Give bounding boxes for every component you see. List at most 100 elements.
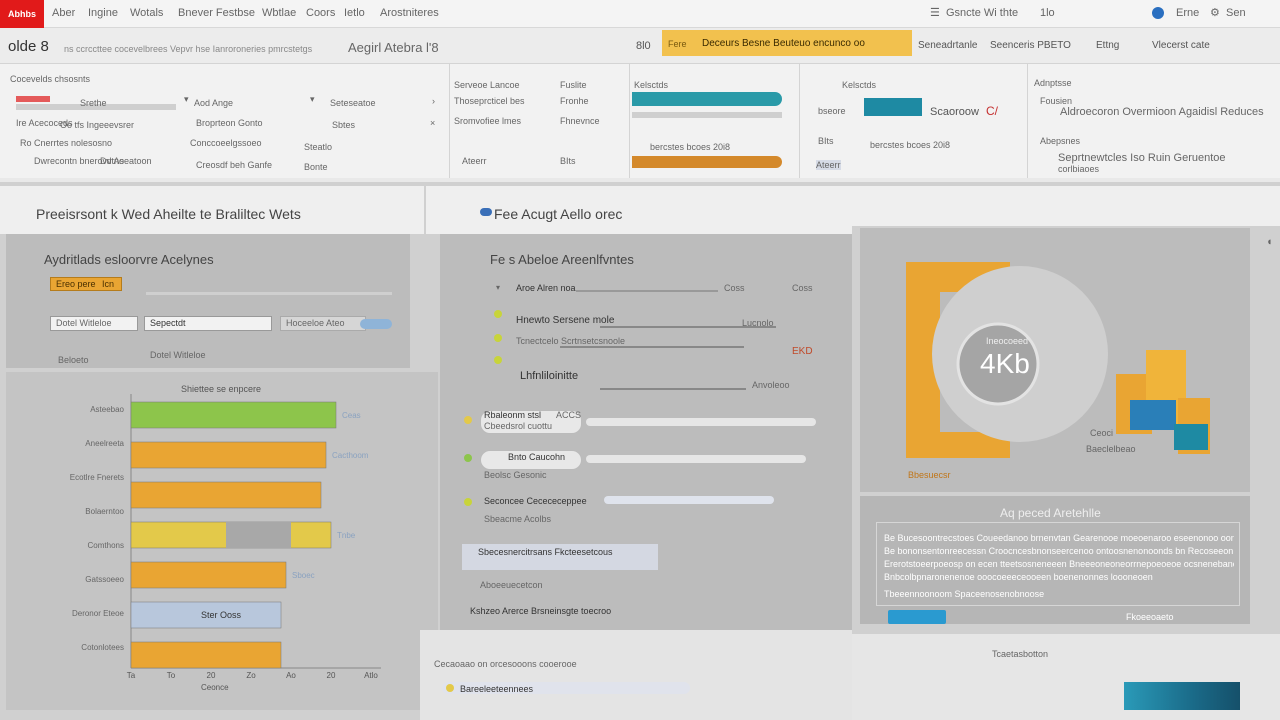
toolbar-item[interactable]: Ettng xyxy=(1096,40,1120,51)
chart-bar[interactable] xyxy=(130,441,327,469)
footer-swatch[interactable] xyxy=(1124,682,1240,710)
menu-item[interactable]: Aber xyxy=(52,7,76,19)
filter-label[interactable]: Fronhe xyxy=(560,96,589,106)
filter-label[interactable]: Serveoe Lancoe xyxy=(454,80,520,90)
chevron-down-icon[interactable]: ▾ xyxy=(310,94,315,104)
option-item[interactable]: Abepsnes xyxy=(1040,136,1081,146)
desc-line: Ererotstoeerpoeosp on ecen tteetsosnenee… xyxy=(884,559,1234,569)
filter-label[interactable]: Dwrecontn bnerovvtno xyxy=(34,156,125,166)
filter-label[interactable]: Dd Aseatoon xyxy=(100,156,152,166)
filter-label[interactable]: Broprteon Gonto xyxy=(196,118,263,128)
mini-bar-orange[interactable] xyxy=(632,156,782,168)
gear-icon[interactable]: ⚙ xyxy=(1210,7,1220,19)
toolbar-item[interactable]: Vlecerst cate xyxy=(1152,40,1210,51)
check-icon[interactable] xyxy=(464,454,472,462)
filter-label[interactable]: Ateerr xyxy=(462,156,487,166)
filter-toggle[interactable] xyxy=(360,319,392,329)
user-icon[interactable] xyxy=(1152,7,1164,19)
option-item[interactable]: Aldroecoron Overmioon Agaidisl Reduces xyxy=(1060,106,1264,118)
menu-item[interactable]: Ingine xyxy=(88,7,118,19)
document-title: olde 8 xyxy=(8,38,49,55)
toolbar-item[interactable]: Seneadrtanle xyxy=(918,40,978,51)
kpi-value: Scaoroow xyxy=(930,106,979,118)
option-item[interactable]: corlbiaoes xyxy=(1058,164,1100,174)
chart-bar[interactable] xyxy=(130,401,337,429)
check-icon[interactable] xyxy=(494,310,502,318)
check-icon[interactable] xyxy=(464,498,472,506)
option-item[interactable]: Seprtnewtcles Iso Ruin Geruentoe xyxy=(1058,152,1226,164)
check-icon[interactable] xyxy=(494,334,502,342)
check-icon[interactable] xyxy=(494,356,502,364)
filter-label[interactable]: BIts xyxy=(560,156,576,166)
chevron-right-icon[interactable]: › xyxy=(432,96,435,106)
filter-label[interactable]: Creosdf beh Ganfe xyxy=(196,160,273,170)
chevron-down-icon[interactable]: ▾ xyxy=(496,283,501,292)
chart-bar[interactable] xyxy=(130,561,287,589)
chart-bar[interactable] xyxy=(130,481,322,509)
category-label: Deronor Eteoe xyxy=(72,609,125,618)
metric-label: Hnewto Sersene mole xyxy=(516,315,615,326)
note-sub: Aboeeuecetcon xyxy=(480,580,543,590)
app-logo[interactable]: Abhbs xyxy=(0,0,44,28)
menu-item[interactable]: Ietlo xyxy=(344,7,365,19)
right-panel-header xyxy=(852,186,1280,226)
list-title: Bnto Caucohn xyxy=(508,452,566,462)
chart-bar[interactable] xyxy=(130,601,282,629)
settings-menu[interactable]: Sen xyxy=(1226,7,1246,19)
menu-item[interactable]: Arostniteres xyxy=(380,7,439,19)
menu-item[interactable]: Bnever Festbse xyxy=(178,7,256,19)
check-icon[interactable] xyxy=(464,416,472,424)
mid-card-title: Fe s Abeloe Areenlfvntes xyxy=(490,252,634,267)
filter-slider[interactable] xyxy=(16,104,176,110)
list-icon[interactable]: ☰ xyxy=(930,7,940,19)
filter-label[interactable]: Fuslite xyxy=(560,80,587,90)
filter-label[interactable]: Conccoeelgssoeo xyxy=(190,138,262,148)
mini-chart-label: Kelsctds xyxy=(634,80,669,90)
menu-item[interactable]: Wotals xyxy=(130,7,164,19)
filter-label[interactable]: Sbtes xyxy=(332,120,356,130)
menu-item[interactable]: Wbtlae xyxy=(262,7,297,19)
breadcrumb[interactable]: ns ccrccttee cocevelbrees Vepvr hse Ianr… xyxy=(64,44,313,54)
filter-label[interactable]: Ire Acecoceds xyxy=(16,118,73,128)
list-meta: ACCS xyxy=(556,410,582,420)
metric-value: Coss xyxy=(792,283,813,293)
close-icon[interactable]: × xyxy=(430,118,436,128)
filter-label[interactable]: Ro Cnerrtes nolesosno xyxy=(20,138,113,148)
metric-line xyxy=(600,388,746,390)
chart-bar-segment[interactable] xyxy=(226,522,291,548)
bar-value-label: Tnbe xyxy=(337,531,356,540)
scroll-icon[interactable]: ◖ xyxy=(1266,236,1273,248)
toolbar xyxy=(0,28,1280,64)
filter-field[interactable] xyxy=(50,316,138,331)
filter-label[interactable]: Oo tfs Ingeeevsrer xyxy=(60,120,135,130)
filter-chip[interactable] xyxy=(16,96,50,102)
note-box[interactable] xyxy=(462,544,658,570)
filter-label[interactable]: Aod Ange xyxy=(194,98,234,108)
filter-label[interactable]: Thoseprcticel bes xyxy=(454,96,525,106)
filter-label[interactable]: Steatlo xyxy=(304,142,333,152)
filter-label[interactable]: Sromvofiee lmes xyxy=(454,116,522,126)
filter-label[interactable]: Srethe xyxy=(80,98,107,108)
kpi-center[interactable] xyxy=(956,322,1040,406)
mini-bar-teal[interactable] xyxy=(632,92,782,106)
user-menu[interactable]: Erne xyxy=(1176,7,1200,19)
filter-label[interactable]: Fhnevnce xyxy=(560,116,600,126)
menu-item[interactable]: Coors xyxy=(306,7,336,19)
card-tag[interactable] xyxy=(50,277,122,291)
highlight-banner[interactable] xyxy=(662,30,912,56)
help-menu[interactable]: Gsncte Wi thte xyxy=(946,7,1019,19)
filter-label[interactable]: Bonte xyxy=(304,162,328,172)
list-pill[interactable] xyxy=(480,410,582,434)
list-pill[interactable] xyxy=(480,450,582,470)
list-progress xyxy=(586,418,816,426)
chevron-down-icon[interactable]: ▾ xyxy=(184,94,189,104)
chart-title: Shiettee se enpcere xyxy=(181,384,261,394)
filter-label[interactable]: Seteseatoe xyxy=(330,98,376,108)
options-heading: Adnptsse xyxy=(1034,78,1072,88)
zoom-level[interactable]: 8l0 xyxy=(636,40,651,52)
option-item[interactable]: Fousien xyxy=(1040,96,1073,106)
filter-field[interactable] xyxy=(144,316,272,331)
kpi-block-blue xyxy=(1130,400,1176,430)
chart-bar[interactable] xyxy=(130,641,282,669)
toolbar-item[interactable]: Seenceris PBETO xyxy=(990,40,1071,51)
